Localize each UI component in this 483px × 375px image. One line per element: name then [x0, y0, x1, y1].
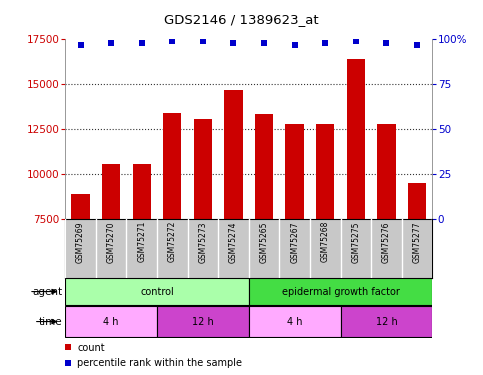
- Text: percentile rank within the sample: percentile rank within the sample: [77, 358, 242, 369]
- Point: [77, 42, 85, 48]
- Text: GSM75272: GSM75272: [168, 221, 177, 262]
- Text: GSM75271: GSM75271: [137, 221, 146, 262]
- Bar: [316, 124, 334, 219]
- Point: [413, 42, 421, 48]
- Text: GSM75268: GSM75268: [321, 221, 330, 262]
- Text: GSM75274: GSM75274: [229, 221, 238, 262]
- Bar: [310, 219, 341, 278]
- Bar: [224, 90, 242, 219]
- Bar: [96, 219, 127, 278]
- Bar: [157, 219, 187, 278]
- Text: GDS2146 / 1389623_at: GDS2146 / 1389623_at: [164, 13, 319, 26]
- Bar: [279, 219, 310, 278]
- Bar: [341, 219, 371, 278]
- Point: [383, 40, 390, 46]
- Bar: [347, 59, 365, 219]
- Point: [138, 40, 145, 46]
- Text: 4 h: 4 h: [287, 316, 302, 327]
- Point: [321, 40, 329, 46]
- Text: GSM75270: GSM75270: [107, 221, 115, 262]
- Bar: [65, 278, 249, 305]
- Bar: [285, 124, 304, 219]
- Point: [352, 38, 360, 44]
- Text: 12 h: 12 h: [375, 316, 398, 327]
- Bar: [65, 306, 157, 337]
- Text: time: time: [39, 316, 63, 327]
- Bar: [408, 183, 426, 219]
- Point: [260, 40, 268, 46]
- Bar: [65, 219, 96, 278]
- Point: [107, 40, 115, 46]
- Text: control: control: [140, 286, 174, 297]
- Bar: [194, 118, 212, 219]
- Bar: [132, 164, 151, 219]
- Text: GSM75275: GSM75275: [351, 221, 360, 262]
- Bar: [163, 113, 182, 219]
- Bar: [249, 278, 432, 305]
- Bar: [371, 219, 402, 278]
- Bar: [402, 219, 432, 278]
- Bar: [71, 194, 90, 219]
- Bar: [187, 219, 218, 278]
- Text: count: count: [77, 342, 105, 352]
- Text: 12 h: 12 h: [192, 316, 214, 327]
- Text: 4 h: 4 h: [103, 316, 119, 327]
- Text: GSM75277: GSM75277: [412, 221, 422, 262]
- Text: GSM75273: GSM75273: [199, 221, 207, 262]
- Point: [169, 38, 176, 44]
- Bar: [127, 219, 157, 278]
- Point: [199, 38, 207, 44]
- Point: [291, 42, 298, 48]
- Bar: [377, 124, 396, 219]
- Text: GSM75265: GSM75265: [259, 221, 269, 262]
- Bar: [218, 219, 249, 278]
- Bar: [249, 306, 341, 337]
- Text: agent: agent: [33, 286, 63, 297]
- Text: epidermal growth factor: epidermal growth factor: [282, 286, 399, 297]
- Bar: [157, 306, 249, 337]
- Text: GSM75269: GSM75269: [76, 221, 85, 262]
- Text: GSM75276: GSM75276: [382, 221, 391, 262]
- Bar: [102, 164, 120, 219]
- Point: [229, 40, 237, 46]
- Bar: [255, 114, 273, 219]
- Bar: [341, 306, 432, 337]
- Text: GSM75267: GSM75267: [290, 221, 299, 262]
- Bar: [249, 219, 279, 278]
